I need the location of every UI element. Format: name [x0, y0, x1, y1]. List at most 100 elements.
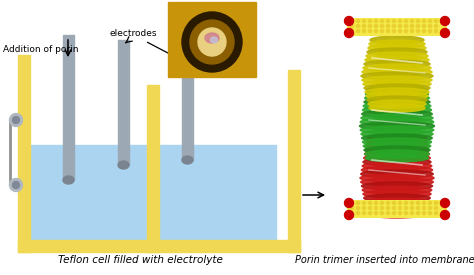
Ellipse shape: [399, 202, 401, 205]
Circle shape: [182, 12, 242, 72]
Ellipse shape: [365, 56, 429, 64]
Ellipse shape: [361, 72, 433, 80]
Ellipse shape: [363, 142, 431, 150]
Ellipse shape: [410, 202, 413, 205]
Ellipse shape: [350, 202, 354, 205]
Ellipse shape: [428, 20, 431, 23]
Ellipse shape: [440, 199, 449, 208]
Ellipse shape: [399, 20, 401, 23]
Ellipse shape: [404, 24, 408, 28]
Ellipse shape: [63, 176, 74, 184]
Ellipse shape: [350, 207, 354, 210]
Ellipse shape: [422, 202, 426, 205]
Ellipse shape: [359, 122, 435, 130]
Bar: [147, 85, 159, 252]
Ellipse shape: [363, 29, 365, 32]
Ellipse shape: [374, 202, 377, 205]
Ellipse shape: [362, 76, 432, 84]
Ellipse shape: [350, 20, 354, 23]
Bar: [168, 2, 256, 77]
Ellipse shape: [374, 211, 377, 214]
Ellipse shape: [417, 211, 419, 214]
Ellipse shape: [365, 202, 429, 210]
Ellipse shape: [361, 130, 433, 138]
Ellipse shape: [345, 199, 354, 208]
Ellipse shape: [356, 29, 359, 32]
Ellipse shape: [404, 211, 408, 214]
Ellipse shape: [435, 29, 438, 32]
Ellipse shape: [356, 207, 359, 210]
Ellipse shape: [9, 178, 22, 191]
Ellipse shape: [364, 84, 430, 92]
Ellipse shape: [392, 24, 395, 28]
Ellipse shape: [368, 20, 372, 23]
Bar: [118, 40, 129, 165]
Ellipse shape: [386, 29, 390, 32]
Ellipse shape: [417, 20, 419, 23]
Ellipse shape: [386, 211, 390, 214]
Ellipse shape: [360, 126, 434, 134]
Ellipse shape: [364, 60, 430, 68]
Ellipse shape: [363, 106, 431, 114]
Ellipse shape: [367, 96, 427, 104]
Ellipse shape: [440, 210, 449, 219]
Ellipse shape: [399, 207, 401, 210]
Ellipse shape: [368, 211, 372, 214]
Ellipse shape: [428, 211, 431, 214]
Ellipse shape: [366, 142, 428, 150]
Circle shape: [190, 20, 234, 64]
Ellipse shape: [392, 202, 395, 205]
Ellipse shape: [363, 202, 365, 205]
Ellipse shape: [428, 24, 431, 28]
Ellipse shape: [381, 20, 383, 23]
Ellipse shape: [210, 37, 218, 43]
Ellipse shape: [440, 16, 449, 26]
Ellipse shape: [361, 114, 433, 122]
Ellipse shape: [435, 202, 438, 205]
Ellipse shape: [367, 134, 427, 142]
Ellipse shape: [356, 20, 359, 23]
Bar: [18, 240, 300, 252]
Ellipse shape: [374, 29, 377, 32]
Ellipse shape: [363, 102, 431, 110]
Ellipse shape: [386, 202, 390, 205]
Ellipse shape: [422, 29, 426, 32]
Ellipse shape: [362, 182, 432, 190]
Ellipse shape: [366, 52, 428, 60]
Ellipse shape: [356, 202, 359, 205]
Ellipse shape: [362, 166, 432, 174]
Bar: [159, 145, 276, 240]
Ellipse shape: [369, 104, 425, 112]
Ellipse shape: [350, 211, 354, 214]
Ellipse shape: [410, 29, 413, 32]
Ellipse shape: [422, 211, 426, 214]
Ellipse shape: [345, 210, 354, 219]
Ellipse shape: [367, 48, 427, 56]
Ellipse shape: [381, 24, 383, 28]
Ellipse shape: [363, 158, 431, 166]
Ellipse shape: [365, 150, 429, 158]
Ellipse shape: [435, 24, 438, 28]
Ellipse shape: [365, 154, 428, 162]
Ellipse shape: [386, 20, 390, 23]
Ellipse shape: [392, 29, 395, 32]
Ellipse shape: [374, 20, 377, 23]
Ellipse shape: [381, 202, 383, 205]
Ellipse shape: [410, 20, 413, 23]
Ellipse shape: [370, 36, 424, 44]
Ellipse shape: [356, 24, 359, 28]
Ellipse shape: [374, 24, 377, 28]
Ellipse shape: [362, 134, 432, 142]
Ellipse shape: [422, 207, 426, 210]
Ellipse shape: [364, 146, 430, 154]
Ellipse shape: [368, 202, 372, 205]
Ellipse shape: [365, 150, 429, 158]
Bar: [30, 145, 147, 240]
Ellipse shape: [363, 211, 365, 214]
Ellipse shape: [350, 24, 354, 28]
Ellipse shape: [360, 118, 434, 126]
Ellipse shape: [399, 211, 401, 214]
Ellipse shape: [381, 29, 383, 32]
Ellipse shape: [362, 186, 432, 194]
Ellipse shape: [404, 20, 408, 23]
